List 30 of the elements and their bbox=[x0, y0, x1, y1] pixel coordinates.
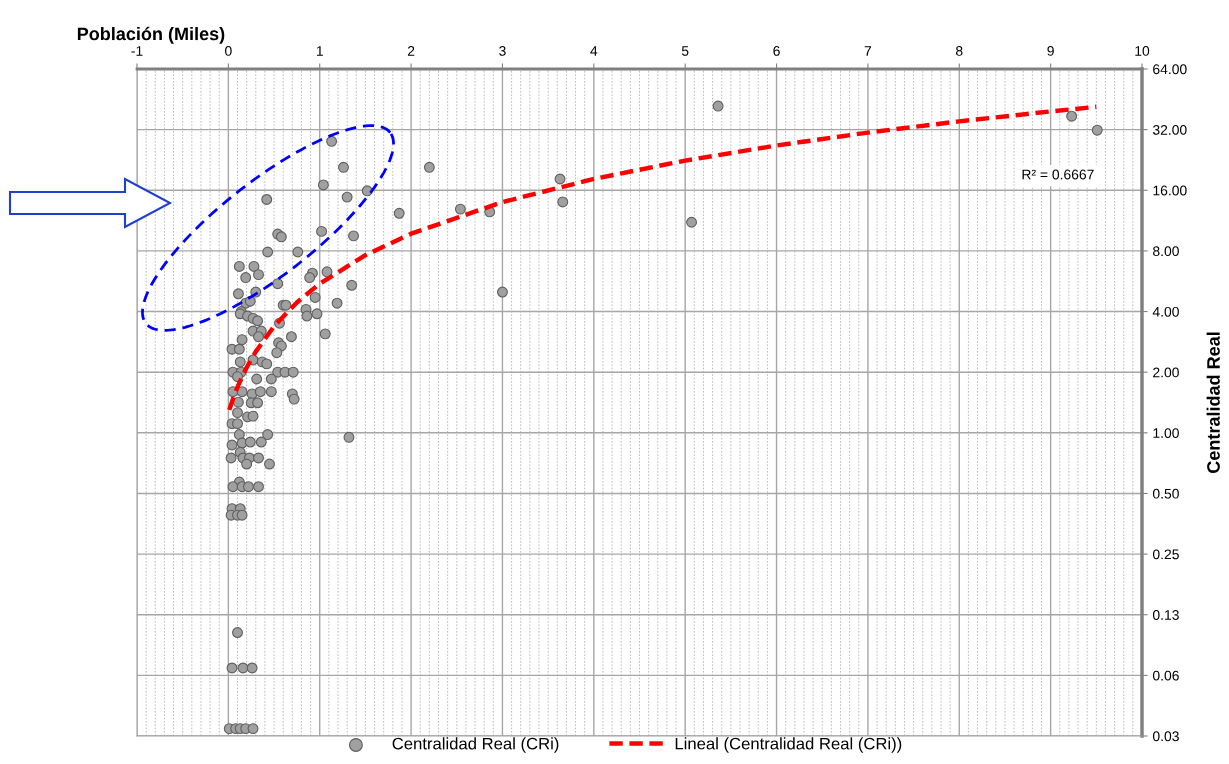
y-tick-label: 0.50 bbox=[1152, 488, 1179, 499]
x-tick-label: 8 bbox=[956, 46, 963, 56]
x-tick-label: 0 bbox=[225, 46, 232, 56]
y-tick-label: 0.13 bbox=[1152, 610, 1179, 620]
y-tick-label: 64.00 bbox=[1153, 64, 1187, 75]
x-tick-label: 9 bbox=[1047, 46, 1054, 56]
x-tick-label: 4 bbox=[590, 46, 598, 56]
y-tick-label: 32.00 bbox=[1152, 124, 1187, 135]
x-tick-label: 2 bbox=[407, 46, 415, 56]
x-tick-label: 7 bbox=[864, 46, 872, 56]
y-axis-title: Centralidad Real bbox=[1206, 332, 1220, 473]
y-tick-label: 2.00 bbox=[1153, 367, 1179, 378]
y-tick-label: 16.00 bbox=[1153, 185, 1187, 196]
annotation: R² = 0.6667 bbox=[1022, 169, 1094, 180]
y-tick-label: 8.00 bbox=[1153, 246, 1179, 257]
x-tick-label: 3 bbox=[499, 46, 506, 56]
x-tick-label: 10 bbox=[1135, 46, 1150, 56]
legend-label: Lineal (Centralidad Real (CRi)) bbox=[675, 737, 902, 753]
legend-label: Centralidad Real (CRi) bbox=[392, 737, 559, 753]
x-tick-label: 5 bbox=[681, 46, 689, 56]
x-tick-label: -1 bbox=[131, 46, 143, 56]
y-tick-label: 0.06 bbox=[1152, 670, 1179, 681]
y-tick-label: 4.00 bbox=[1152, 306, 1179, 317]
line-series bbox=[227, 104, 1099, 413]
y-tick-label: 1.00 bbox=[1153, 428, 1179, 438]
y-tick-label: 0.03 bbox=[1152, 731, 1179, 742]
x-axis-title: Población (Miles) bbox=[77, 26, 225, 44]
x-tick-label: 1 bbox=[316, 46, 323, 56]
x-tick-label: 6 bbox=[773, 46, 780, 56]
y-tick-label: 0.25 bbox=[1152, 549, 1179, 560]
